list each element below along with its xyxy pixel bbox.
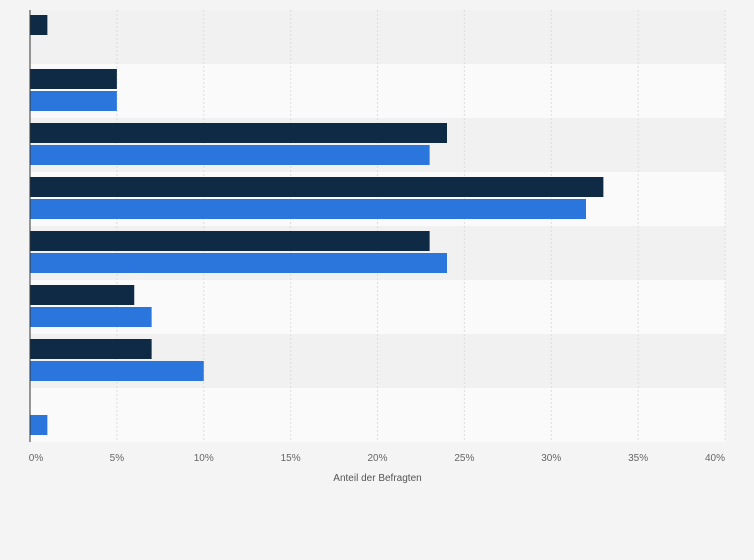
bar-series-2 [30, 361, 204, 381]
bar-series-2 [30, 145, 430, 165]
bar-series-1 [30, 69, 117, 89]
x-tick-label: 40% [705, 453, 725, 464]
x-tick-label: 5% [110, 453, 125, 464]
x-axis-title: Anteil der Befragten [333, 473, 421, 484]
bar-series-2 [30, 199, 586, 219]
x-tick-label: 30% [541, 453, 561, 464]
x-tick-label: 25% [454, 453, 474, 464]
bar-series-2 [30, 253, 447, 273]
bar-series-2 [30, 91, 117, 111]
bar-series-2 [30, 307, 152, 327]
bar-series-2 [30, 415, 48, 435]
bars [30, 15, 604, 435]
bar-series-1 [30, 15, 48, 35]
bar-series-1 [30, 285, 135, 305]
bar-series-1 [30, 339, 152, 359]
x-tick-label: 15% [281, 453, 301, 464]
bar-series-1 [30, 177, 604, 197]
x-tick-label: 20% [367, 453, 387, 464]
x-tick-labels: 0% 5% 10% 15% 20% 25% 30% 35% 40% [29, 453, 725, 464]
bar-series-1 [30, 123, 447, 143]
x-tick-label: 10% [194, 453, 214, 464]
x-tick-label: 0% [29, 453, 44, 464]
bar-series-1 [30, 231, 430, 251]
x-tick-label: 35% [628, 453, 648, 464]
